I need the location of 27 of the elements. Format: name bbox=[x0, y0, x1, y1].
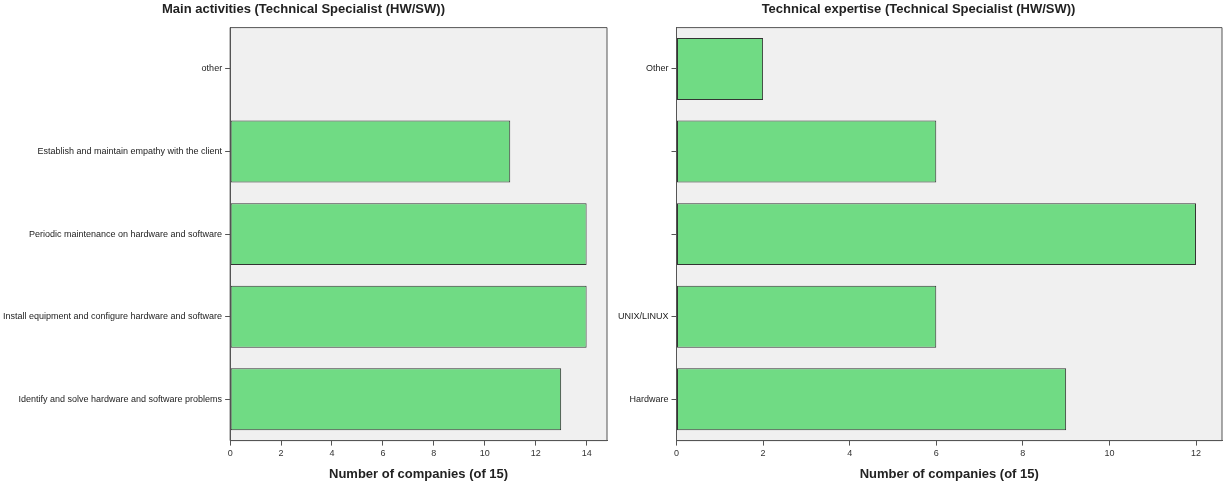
chart-title: Technical expertise (Technical Specialist (HW/SW)) bbox=[761, 1, 1076, 17]
x-tick-label: 10 bbox=[479, 448, 490, 459]
chart-title: Main activities (Technical Specialist (HW/SW)) bbox=[162, 1, 445, 17]
y-tick-label: Establish and maintain empathy with the client bbox=[37, 145, 223, 156]
x-axis-title: Number of companies (of 15) bbox=[859, 465, 1039, 481]
x-tick-label: 0 bbox=[227, 448, 233, 459]
y-tick-label: Identify and solve hardware and software problems bbox=[18, 393, 223, 404]
x-tick-label: 4 bbox=[847, 448, 853, 459]
y-tick-label: UNIX/LINUX bbox=[618, 311, 669, 322]
x-tick-label: 8 bbox=[431, 448, 437, 459]
x-tick-label: 2 bbox=[760, 448, 766, 459]
x-tick-label: 6 bbox=[933, 448, 939, 459]
x-tick-label: 6 bbox=[380, 448, 386, 459]
y-tick-label: Hardware bbox=[629, 393, 669, 404]
y-tick-label: Install equipment and configure hardware and software bbox=[2, 311, 223, 322]
x-tick-label: 4 bbox=[329, 448, 335, 459]
x-tick-label: 8 bbox=[1020, 448, 1026, 459]
x-tick-label: 10 bbox=[1104, 448, 1115, 459]
y-tick-label: Periodic maintenance on hardware and software bbox=[29, 228, 223, 239]
x-tick-label: 0 bbox=[674, 448, 680, 459]
x-tick-label: 12 bbox=[1191, 448, 1202, 459]
x-tick-label: 2 bbox=[278, 448, 284, 459]
x-axis-title: Number of companies (of 15) bbox=[329, 465, 509, 481]
y-tick-label: other bbox=[201, 63, 223, 74]
x-tick-label: 12 bbox=[530, 448, 541, 459]
y-tick-label: Other bbox=[646, 63, 669, 74]
x-tick-label: 14 bbox=[581, 448, 592, 459]
